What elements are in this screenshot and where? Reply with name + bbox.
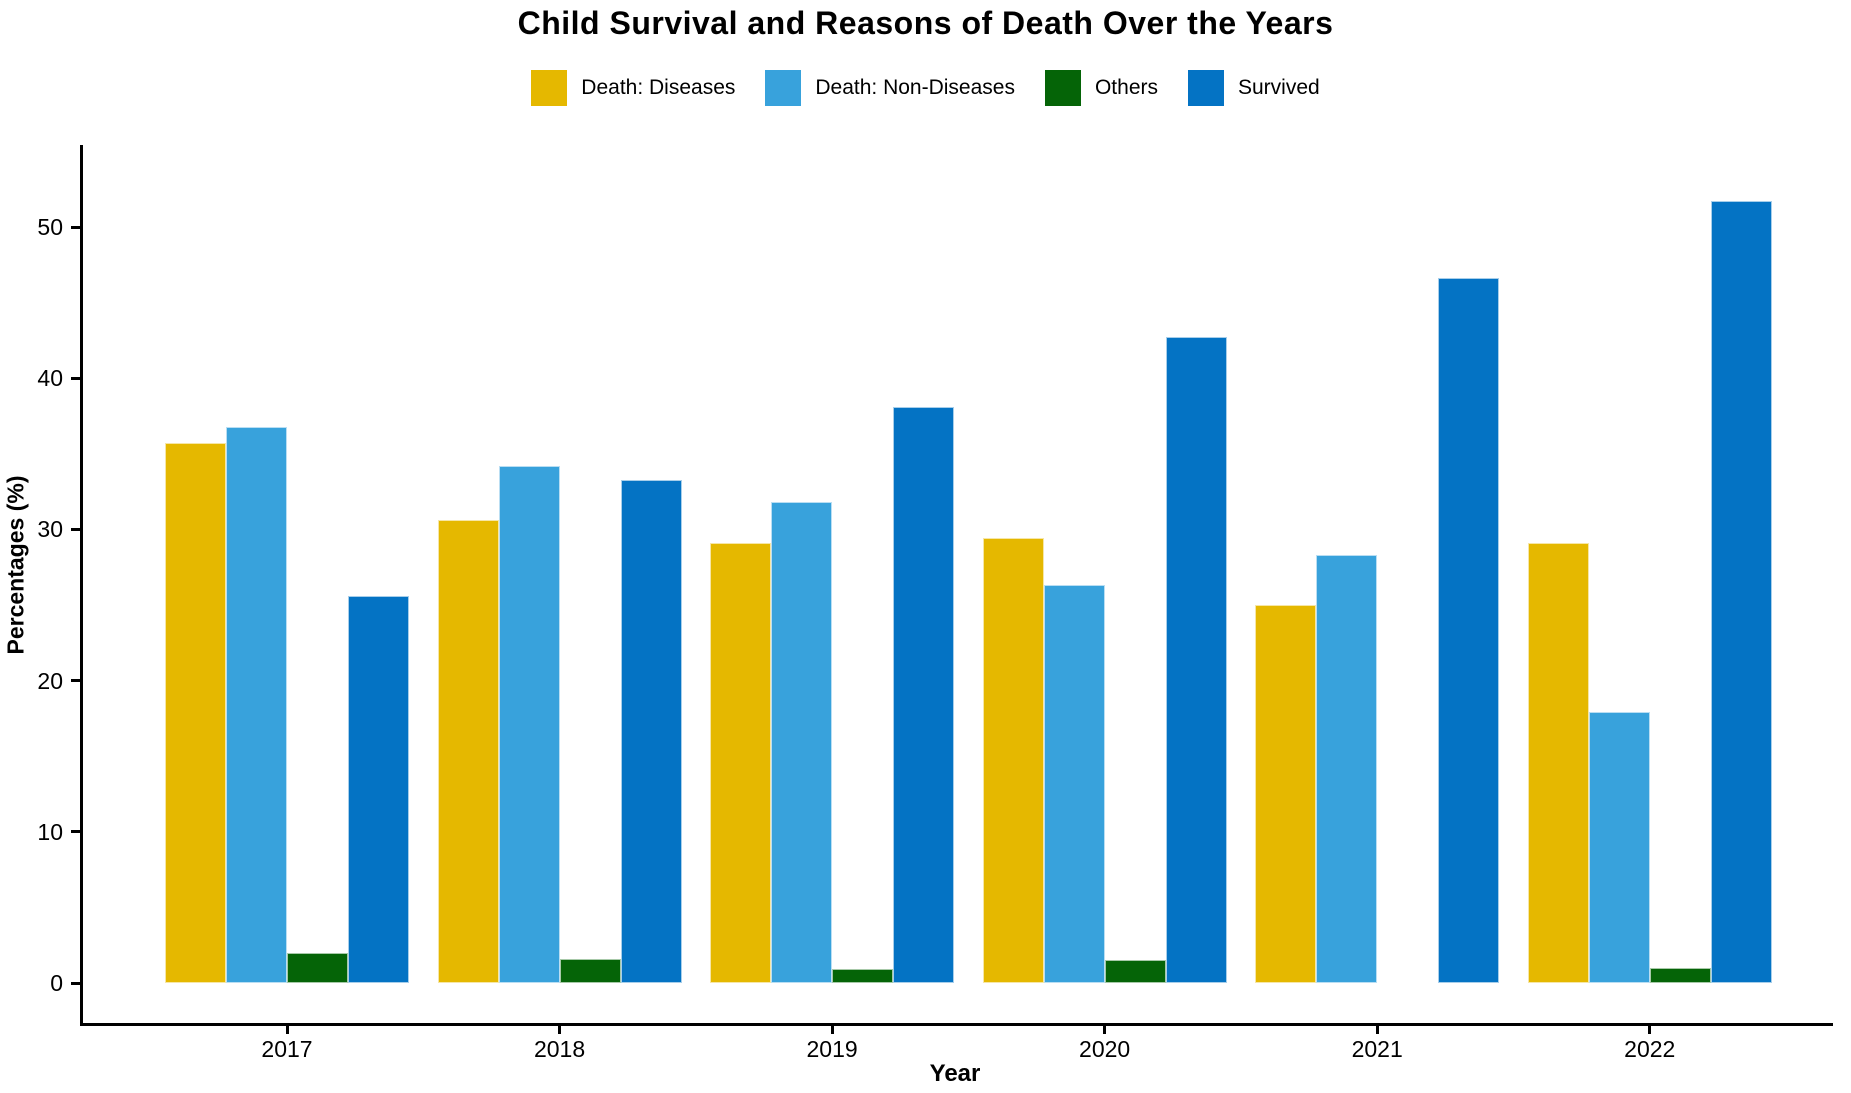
bar-2019-others bbox=[832, 969, 894, 983]
legend-item-death-diseases: Death: Diseases bbox=[531, 70, 735, 106]
x-tick-label-2017: 2017 bbox=[261, 1036, 313, 1062]
y-tick-label-20: 20 bbox=[37, 667, 63, 694]
legend-swatch-death-diseases bbox=[531, 70, 568, 106]
legend-label-death-non-diseases: Death: Non-Diseases bbox=[815, 76, 1015, 99]
y-tick-mark-20 bbox=[71, 679, 80, 683]
legend-swatch-survived bbox=[1188, 70, 1224, 106]
x-tick-mark-2019 bbox=[830, 1026, 834, 1034]
chart-title: Child Survival and Reasons of Death Over… bbox=[517, 5, 1334, 41]
x-tick-mark-2020 bbox=[1103, 1026, 1107, 1034]
legend-item-death-non-diseases: Death: Non-Diseases bbox=[765, 70, 1015, 106]
bar-2018-survived bbox=[620, 479, 682, 983]
y-tick-mark-10 bbox=[71, 830, 80, 834]
bar-2022-death-non-diseases bbox=[1588, 712, 1650, 983]
legend-item-others: Others bbox=[1044, 70, 1158, 106]
x-tick-mark-2018 bbox=[558, 1026, 562, 1034]
bar-2017-others bbox=[287, 952, 348, 983]
bar-2020-death-diseases bbox=[982, 538, 1044, 983]
y-tick-label-0: 0 bbox=[50, 970, 63, 996]
x-tick-label-2020: 2020 bbox=[1079, 1036, 1131, 1062]
bar-2021-death-non-diseases bbox=[1316, 555, 1378, 983]
bar-2022-others bbox=[1649, 967, 1711, 983]
y-tick-mark-50 bbox=[71, 225, 80, 229]
bar-2022-death-diseases bbox=[1527, 543, 1589, 983]
x-tick-mark-2021 bbox=[1375, 1026, 1379, 1034]
y-tick-mark-0 bbox=[71, 981, 80, 985]
legend-label-survived: Survived bbox=[1238, 76, 1320, 99]
y-tick-label-30: 30 bbox=[37, 516, 63, 543]
legend-swatch-death-non-diseases bbox=[765, 70, 802, 106]
bar-2021-death-diseases bbox=[1255, 605, 1317, 983]
bar-2021-survived bbox=[1438, 278, 1500, 983]
bar-2020-others bbox=[1104, 960, 1166, 983]
bar-2018-death-non-diseases bbox=[498, 465, 560, 983]
y-tick-label-40: 40 bbox=[37, 365, 63, 392]
x-tick-label-2018: 2018 bbox=[533, 1036, 586, 1062]
legend-label-death-diseases: Death: Diseases bbox=[581, 76, 736, 99]
y-tick-label-50: 50 bbox=[37, 214, 63, 240]
x-tick-mark-2017 bbox=[285, 1026, 289, 1034]
bar-2020-death-non-diseases bbox=[1043, 585, 1105, 983]
bar-2019-death-non-diseases bbox=[771, 502, 833, 983]
plot-area: 0 10 20 30 40 50 2017 2018 2019 2020 2021 2022 bbox=[37, 145, 1833, 1061]
bar-2017-survived bbox=[348, 595, 409, 983]
bar-2018-death-diseases bbox=[437, 520, 499, 983]
bar-2017-death-diseases bbox=[165, 443, 226, 983]
x-tick-label-2021: 2021 bbox=[1351, 1036, 1403, 1062]
bar-2017-death-non-diseases bbox=[226, 426, 287, 983]
y-tick-label-10: 10 bbox=[37, 818, 63, 845]
bar-2018-others bbox=[559, 958, 621, 983]
legend-item-survived: Survived bbox=[1188, 70, 1320, 106]
x-tick-mark-2022 bbox=[1648, 1026, 1652, 1034]
bar-2020-survived bbox=[1165, 337, 1227, 983]
x-tick-label-2022: 2022 bbox=[1624, 1036, 1676, 1062]
y-axis-title: Percentages (%) bbox=[2, 475, 29, 655]
bar-2022-survived bbox=[1710, 201, 1772, 983]
legend-label-others: Others bbox=[1094, 76, 1158, 99]
x-tick-label-2019: 2019 bbox=[806, 1036, 858, 1062]
bar-2019-survived bbox=[893, 406, 955, 983]
legend-swatch-others bbox=[1044, 70, 1081, 106]
bar-2019-death-diseases bbox=[710, 543, 772, 983]
legend: Death: Diseases Death: Non-Diseases Othe… bbox=[0, 68, 1851, 108]
x-axis-title: Year bbox=[929, 1060, 981, 1087]
y-tick-mark-30 bbox=[71, 527, 80, 531]
y-tick-mark-40 bbox=[71, 376, 80, 380]
